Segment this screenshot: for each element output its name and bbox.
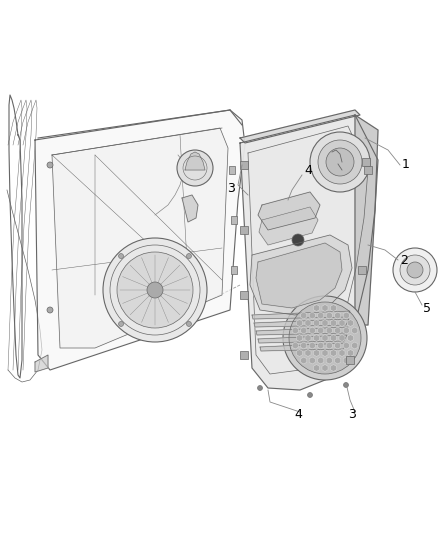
Polygon shape <box>240 115 378 390</box>
Circle shape <box>289 302 361 374</box>
Circle shape <box>119 321 124 326</box>
Circle shape <box>117 252 193 328</box>
Bar <box>362 158 370 166</box>
Bar <box>229 166 235 174</box>
Polygon shape <box>35 110 245 370</box>
Bar <box>240 161 248 169</box>
Polygon shape <box>355 115 378 325</box>
Circle shape <box>343 383 349 387</box>
Polygon shape <box>240 110 360 143</box>
Text: 3: 3 <box>227 182 235 195</box>
Circle shape <box>147 282 163 298</box>
Polygon shape <box>254 319 349 327</box>
Circle shape <box>393 248 437 292</box>
Text: 5: 5 <box>423 302 431 314</box>
Polygon shape <box>182 195 198 222</box>
Bar <box>231 216 237 224</box>
Text: 1: 1 <box>402 158 410 172</box>
Circle shape <box>103 238 207 342</box>
Circle shape <box>310 132 370 192</box>
Circle shape <box>187 254 191 259</box>
Bar <box>240 291 248 299</box>
Circle shape <box>326 148 354 176</box>
Bar <box>240 226 248 234</box>
Bar <box>346 356 354 364</box>
Circle shape <box>187 321 191 326</box>
Polygon shape <box>252 311 350 319</box>
Text: 4: 4 <box>304 164 312 176</box>
Polygon shape <box>260 343 346 351</box>
Polygon shape <box>258 335 347 343</box>
Circle shape <box>318 140 362 184</box>
Circle shape <box>400 255 430 285</box>
Circle shape <box>119 254 124 259</box>
Polygon shape <box>256 243 342 308</box>
Text: 3: 3 <box>348 408 356 422</box>
Circle shape <box>283 296 367 380</box>
Circle shape <box>307 392 312 398</box>
Circle shape <box>177 150 213 186</box>
Bar <box>240 351 248 359</box>
Polygon shape <box>258 192 320 230</box>
Bar <box>364 166 372 174</box>
Bar <box>358 266 366 274</box>
Circle shape <box>292 234 304 246</box>
Circle shape <box>258 385 262 391</box>
Polygon shape <box>52 128 228 348</box>
Bar <box>231 266 237 274</box>
Polygon shape <box>256 327 348 335</box>
Polygon shape <box>250 235 352 315</box>
Polygon shape <box>185 152 205 170</box>
Text: 4: 4 <box>294 408 302 422</box>
Polygon shape <box>35 355 48 372</box>
Polygon shape <box>259 207 318 245</box>
Circle shape <box>407 262 423 278</box>
Text: 2: 2 <box>400 254 408 266</box>
Circle shape <box>47 162 53 168</box>
Circle shape <box>47 307 53 313</box>
